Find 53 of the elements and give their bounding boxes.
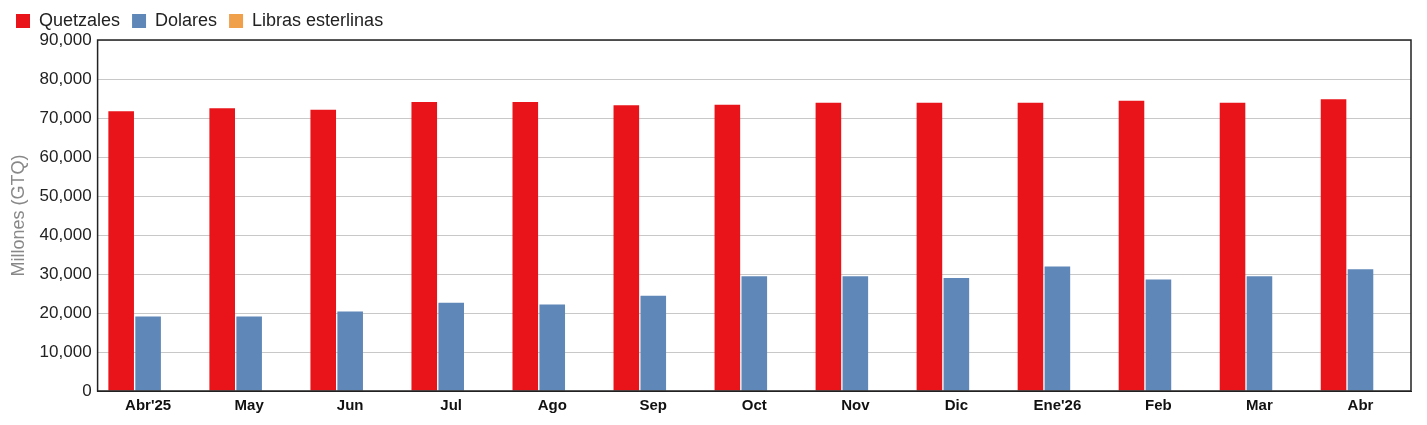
y-tick-label: 20,000 (39, 302, 92, 322)
x-tick-label: Ago (537, 396, 567, 414)
y-tick-label: 0 (82, 380, 92, 400)
bar (512, 102, 539, 391)
bar (108, 111, 134, 391)
y-tick-label: 80,000 (39, 68, 92, 88)
bar (1145, 279, 1172, 391)
bar (741, 276, 768, 391)
bar (640, 295, 667, 391)
y-axis-title: Millones (GTQ) (7, 154, 28, 277)
x-tick-label: Feb (1145, 396, 1172, 414)
x-tick-label: Jul (440, 396, 463, 414)
bar (539, 304, 566, 391)
x-tick-label: Ene'26 (1033, 396, 1082, 414)
x-tick-label: Nov (841, 396, 871, 414)
bar (209, 108, 235, 391)
x-tick-label: Abr (1347, 396, 1374, 414)
bar (1044, 266, 1071, 391)
y-tick-label: 90,000 (39, 29, 92, 49)
bar (310, 109, 337, 391)
bar (613, 105, 640, 391)
y-tick-label: 30,000 (39, 263, 92, 283)
legend-label: Libras esterlinas (252, 9, 384, 30)
x-tick-label: Abr'25 (125, 396, 172, 414)
bar (1320, 99, 1347, 391)
y-tick-label: 10,000 (39, 341, 92, 361)
bar (337, 311, 363, 391)
x-tick-label: Jun (336, 396, 364, 414)
bar (236, 316, 262, 391)
y-tick-label: 70,000 (39, 107, 92, 127)
x-tick-label: May (234, 396, 265, 414)
bar (1118, 100, 1145, 391)
x-tick-label: Mar (1246, 396, 1273, 414)
bar (943, 277, 970, 391)
bar (815, 102, 842, 391)
bar (714, 104, 741, 391)
bar (438, 302, 464, 391)
y-tick-label: 60,000 (39, 146, 92, 166)
bar (842, 276, 869, 391)
bar (1246, 276, 1273, 391)
bar (411, 102, 438, 391)
bar (135, 316, 161, 391)
x-tick-label: Sep (639, 396, 668, 414)
bar (916, 102, 943, 391)
bar (1347, 269, 1374, 391)
legend-label: Dolares (155, 9, 218, 30)
bar (1017, 102, 1044, 391)
y-tick-label: 40,000 (39, 224, 92, 244)
bar (1219, 102, 1246, 391)
y-tick-label: 50,000 (39, 185, 92, 205)
x-tick-label: Dic (944, 396, 969, 414)
legend-label: Quetzales (39, 9, 121, 30)
x-tick-label: Oct (741, 396, 767, 414)
